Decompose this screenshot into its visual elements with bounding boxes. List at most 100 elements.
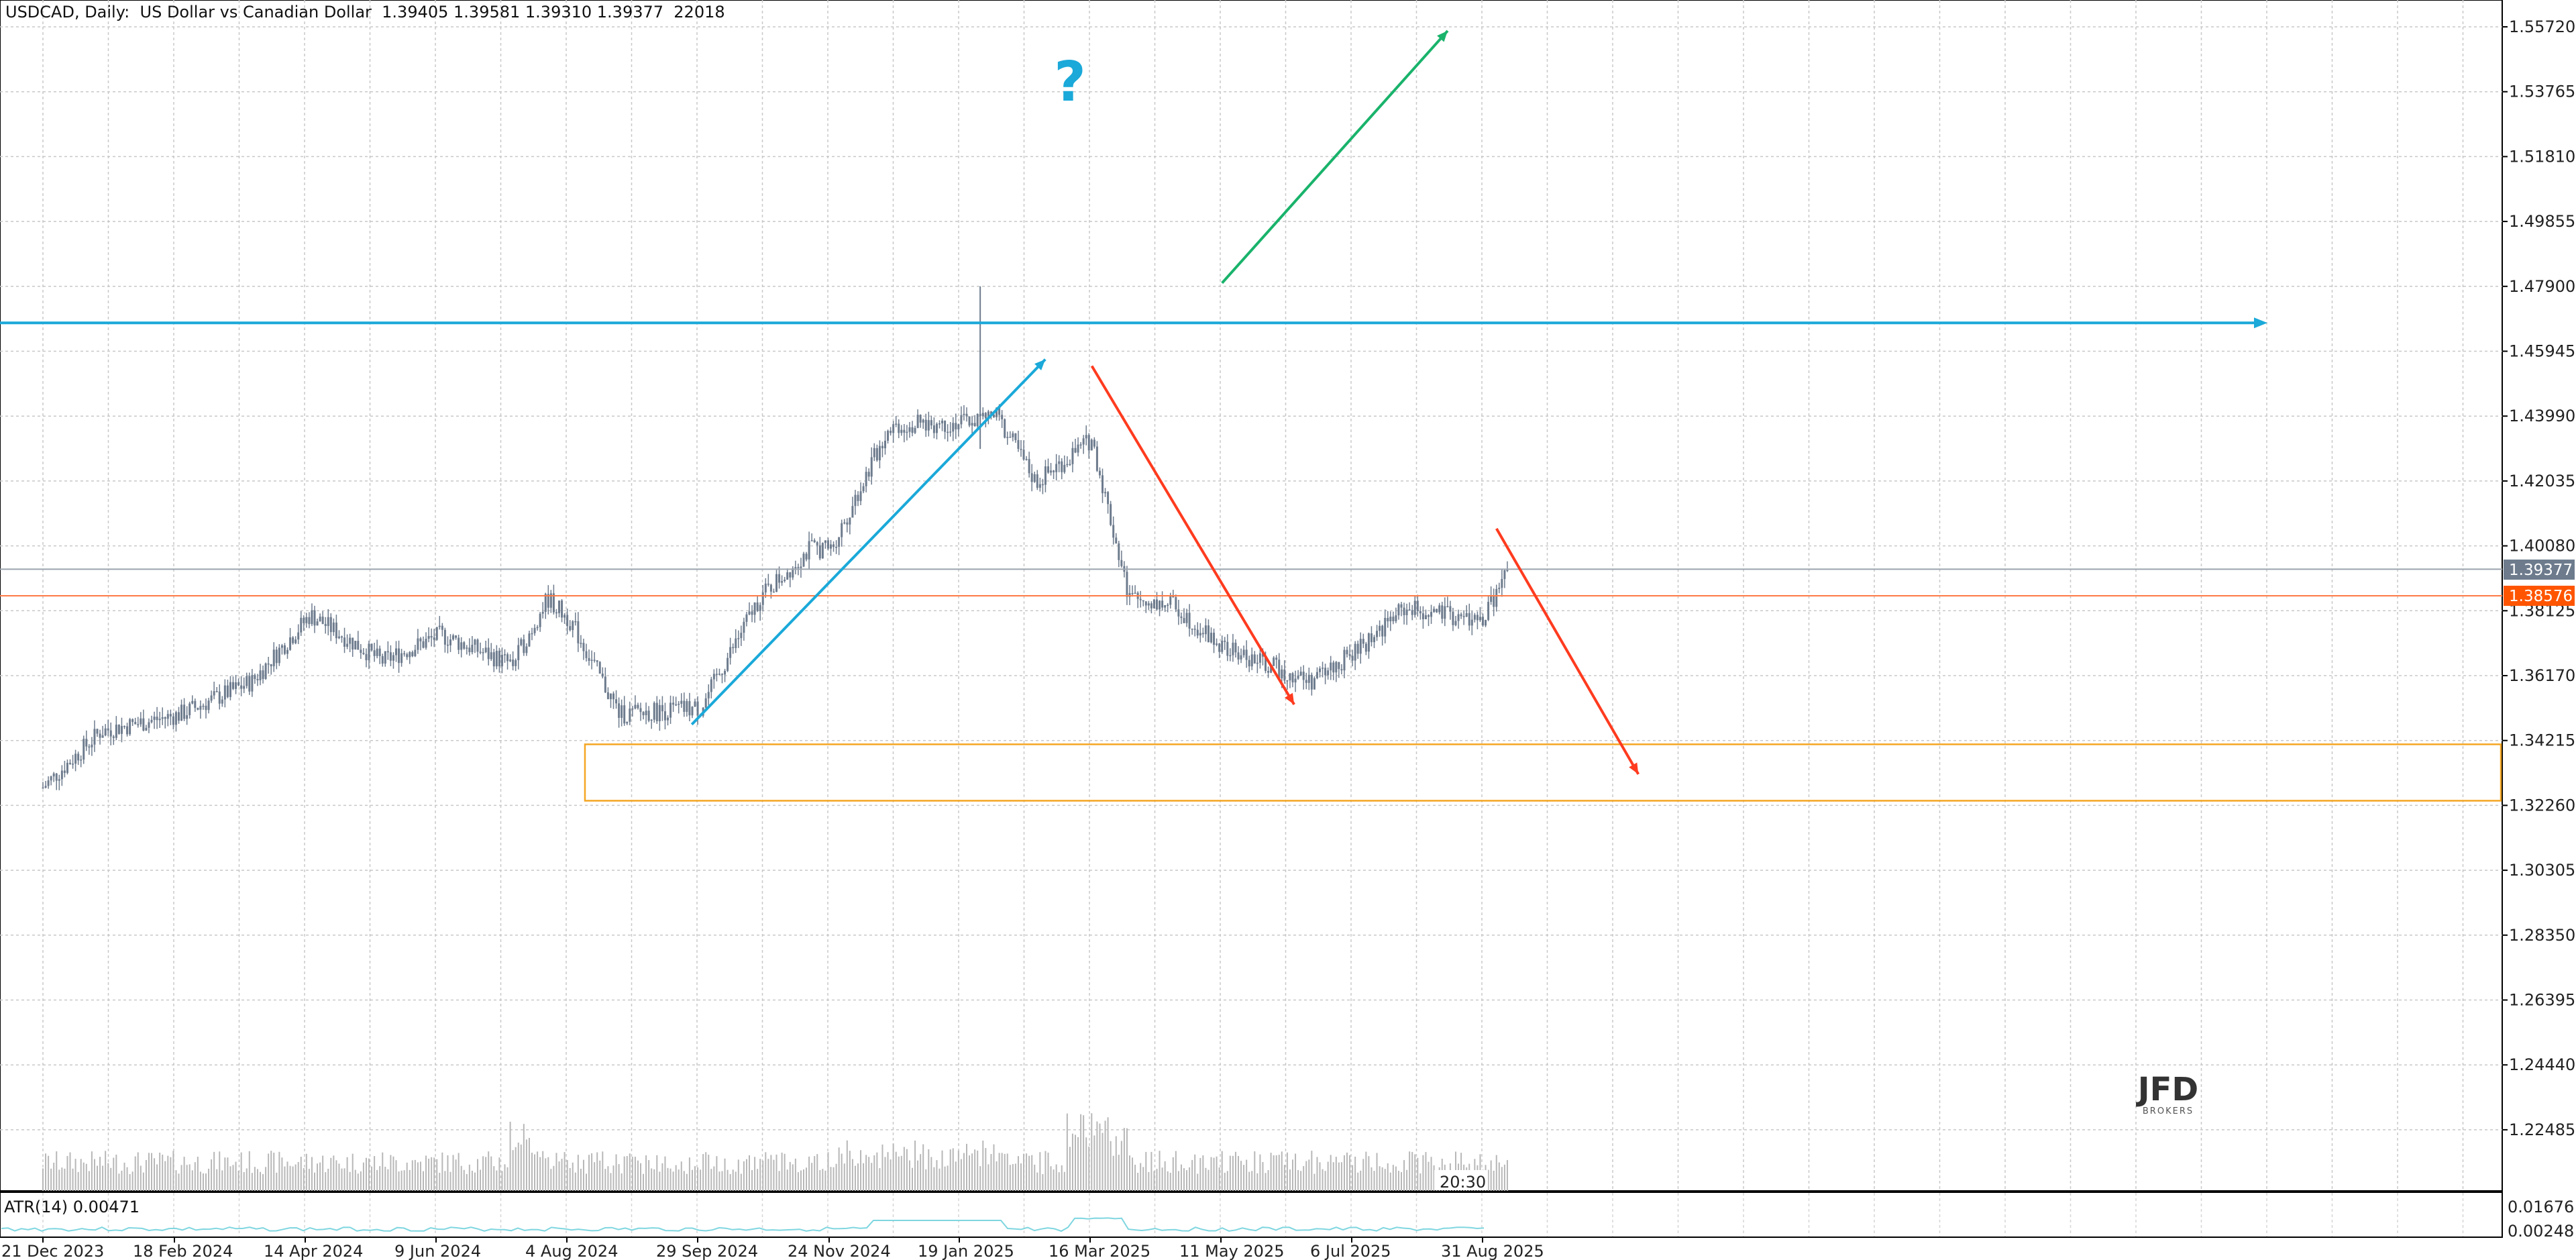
candle-body [957,424,960,429]
candle-body [1250,654,1253,667]
candle-body [618,703,621,718]
candle-body [362,653,365,654]
candle-body [77,753,80,761]
candle-body [805,554,808,560]
candle-body [769,584,772,592]
candle-body [1036,474,1038,488]
candle-body [1193,629,1196,630]
candle-body [308,617,311,625]
candle-body [1389,617,1392,622]
candle-body [1134,592,1136,594]
candle-body [1150,603,1152,609]
candle-body [626,721,629,724]
projected-down-red-arrowhead [1629,762,1639,774]
candle-body [609,693,612,700]
candle-body [300,617,303,633]
candle-body [892,424,895,433]
candle-body [1430,612,1433,617]
candle-body [1164,605,1167,608]
candle-body [131,719,134,723]
down-trend-red-arrow[interactable] [1090,365,1295,706]
candle-body [183,704,186,719]
candle-body [292,637,294,643]
candle-body [1335,662,1338,673]
candle-body [1273,658,1275,666]
time-tick-label: 4 Aug 2024 [525,1242,618,1260]
candle-body [971,423,973,426]
trend-arrows[interactable] [690,30,2267,775]
projected-down-red-arrow[interactable] [1495,527,1640,775]
candle-body [289,637,292,650]
support-zone-box[interactable] [584,743,2502,802]
candle-body [1234,642,1237,653]
projected-up-green-arrow[interactable] [1221,30,1449,284]
candle-body [555,612,557,614]
candle-body [384,651,386,664]
candle-body [1177,609,1180,617]
candle-body [207,700,210,711]
candle-body [1028,459,1030,474]
candle-body [569,626,572,631]
candle-body [449,639,451,645]
price-axis[interactable]: 1.55720 1.53765 1.51810 1.49855 1.47900 1.459… [2502,17,2575,1139]
candle-body [1055,464,1058,472]
candle-body [1004,419,1006,438]
candle-body [1330,662,1332,671]
candle-body [202,705,205,707]
candle-body [1313,678,1316,690]
candle-body [908,427,911,432]
candle-body [1319,668,1321,672]
candle-body [843,522,846,524]
atr-line [1,1217,1485,1232]
candle-body [1460,614,1462,617]
candle-body [1346,649,1348,655]
candle-body [672,702,675,705]
candle-body [541,612,544,614]
candle-body [1413,600,1416,615]
candle-body [704,698,707,708]
candle-body [378,648,381,657]
candle-body [884,440,886,449]
candle-body [528,633,531,647]
candle-body [500,655,503,667]
candle-body [134,722,137,725]
candle-body [898,423,900,433]
candle-body [1482,617,1484,626]
candle-body [598,662,601,674]
candle-body [1128,592,1131,597]
candle-body [683,700,686,713]
candle-body [99,733,101,738]
candle-body [414,649,417,657]
candle-body [441,625,443,630]
candle-body [91,744,93,747]
candle-body [745,614,748,622]
candle-body [1112,525,1115,538]
candle-body [430,635,433,638]
candle-body [976,413,979,427]
candle-body [1457,614,1460,621]
candle-body [433,637,435,640]
time-axis[interactable]: 21 Dec 2023 18 Feb 2024 14 Apr 2024 9 Jun 2… [1,1237,1544,1260]
candle-body [1351,655,1354,661]
up-trend-blue-arrow[interactable] [690,358,1046,726]
candle-body [878,445,881,461]
candle-body [1199,633,1201,636]
candle-body [857,494,859,501]
candle-body [574,621,577,623]
candle-body [1392,617,1395,621]
candle-body [1104,492,1107,494]
candle-body [851,506,854,518]
candle-body [1191,628,1193,630]
candle-body [93,729,96,745]
candle-body [178,712,180,721]
candle-body [1188,613,1191,629]
candle-body [753,602,756,615]
candle-body [944,420,947,432]
candle-body [833,544,835,547]
candle-body [221,699,223,704]
candle-body [1218,643,1221,652]
candle-body [694,701,696,707]
candle-body [623,705,626,724]
candle-body [1229,655,1232,657]
